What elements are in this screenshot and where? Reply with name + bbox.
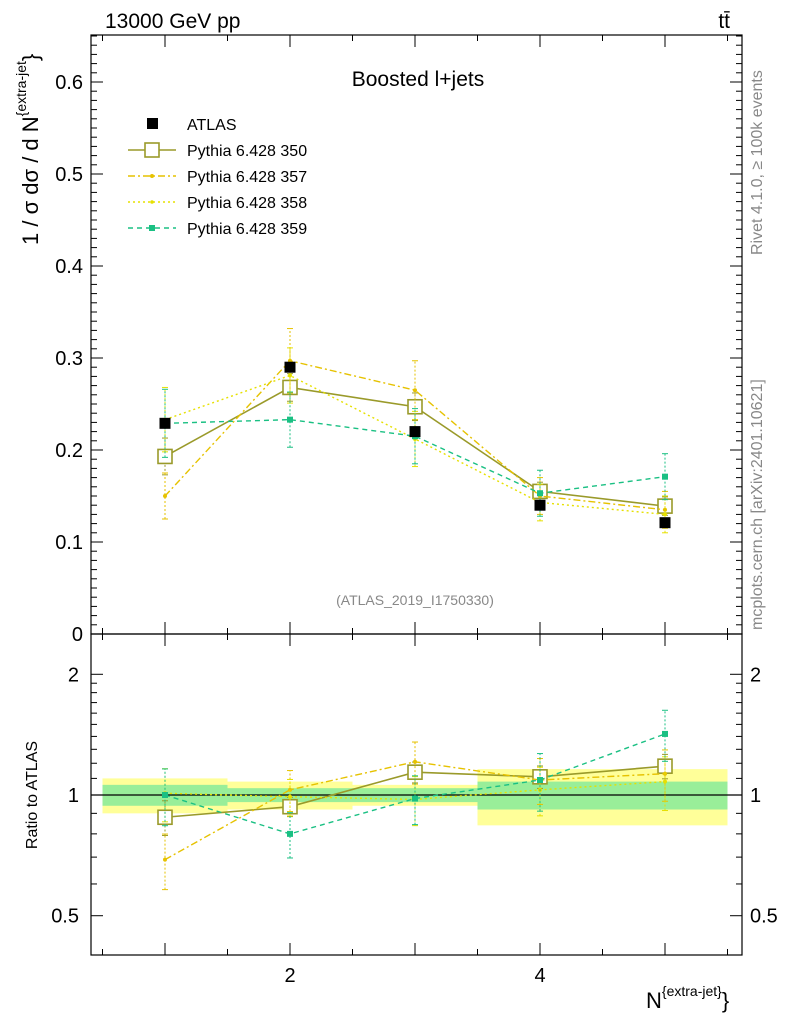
atlas-data-points <box>159 361 671 529</box>
analysis-watermark: (ATLAS_2019_I1750330) <box>336 592 494 608</box>
legend: ATLAS Pythia 6.428 350 Pythia 6.428 357 … <box>128 117 307 238</box>
ratio-y-axis: 0.5 0.5 1 1 2 2 <box>51 664 778 927</box>
x-tick-label: 4 <box>534 965 545 987</box>
legend-359-marker <box>149 225 155 231</box>
main-y-tick-label: 0 <box>72 624 83 646</box>
atlas-point <box>409 426 421 438</box>
chart-title: Boosted l+jets <box>352 68 485 91</box>
main-y-label-sup: {extra-jet <box>13 61 29 116</box>
ratio-y-tick-label-right: 1 <box>750 785 761 807</box>
main-x-ticks <box>102 35 728 634</box>
main-series <box>157 328 673 534</box>
series-point-357 <box>663 507 667 512</box>
legend-359-label: Pythia 6.428 359 <box>187 221 307 238</box>
ratio-y-tick-label: 0.5 <box>51 906 79 928</box>
legend-357-label: Pythia 6.428 357 <box>187 169 307 186</box>
main-y-tick-label: 0.3 <box>55 348 83 370</box>
main-y-label: 1 / σ dσ / d N{extra-jet} <box>13 54 43 245</box>
header-right: tt̄ <box>718 10 730 33</box>
ratio-point-359 <box>412 795 418 802</box>
ratio-y-label: Ratio to ATLAS <box>24 741 41 849</box>
ratio-point-358 <box>288 794 292 799</box>
atlas-point <box>659 517 671 529</box>
series-point-357 <box>413 388 417 393</box>
ratio-y-tick-label-right: 2 <box>750 664 761 686</box>
main-y-axis: 0 0.1 0.2 0.3 0.4 0.5 0.6 <box>55 35 742 646</box>
ratio-point-359 <box>662 730 668 737</box>
main-y-tick-label: 0.1 <box>55 532 83 554</box>
series-point-358 <box>663 512 667 517</box>
main-y-label-close: } <box>18 54 43 61</box>
main-y-tick-label: 0.2 <box>55 440 83 462</box>
series-point-357 <box>163 494 167 498</box>
ratio-y-tick-label: 1 <box>68 785 79 807</box>
atlas-point <box>159 417 171 429</box>
x-label-sup: {extra-jet} <box>662 983 722 999</box>
mcplots-label: mcplots.cern.ch [arXiv:2401.10621] <box>749 379 766 630</box>
ratio-point-357 <box>288 787 292 792</box>
rivet-version-label: Rivet 4.1.0, ≥ 100k events <box>749 70 766 255</box>
ratio-point-357 <box>163 857 167 862</box>
ratio-series <box>157 709 673 891</box>
x-tick-label: 2 <box>284 965 295 987</box>
legend-358-marker <box>150 200 154 204</box>
series-point-358 <box>288 373 292 378</box>
series-point-359 <box>287 416 293 423</box>
legend-atlas-label: ATLAS <box>187 117 237 134</box>
x-label-text: N <box>646 988 662 1013</box>
series-line-357 <box>164 359 666 511</box>
x-label-close: } <box>722 988 729 1013</box>
legend-357-marker <box>150 174 154 178</box>
main-y-tick-label: 0.4 <box>55 256 83 278</box>
legend-350-label: Pythia 6.428 350 <box>187 143 307 160</box>
ratio-y-tick-label: 2 <box>68 664 79 686</box>
series-point-359 <box>537 490 543 497</box>
ratio-y-tick-label-right: 0.5 <box>750 906 778 928</box>
ratio-point-357 <box>413 759 417 764</box>
main-y-label-text: 1 / σ dσ / d N <box>18 116 43 245</box>
svg-text:N{extra-jet}}: N{extra-jet}} <box>646 983 729 1013</box>
atlas-point <box>284 361 296 373</box>
ratio-point-359 <box>287 830 293 837</box>
ratio-point-359 <box>537 776 543 783</box>
ratio-point-359 <box>162 792 168 798</box>
atlas-point <box>534 499 546 511</box>
header-left: 13000 GeV pp <box>105 10 240 33</box>
legend-atlas-marker <box>147 118 158 129</box>
legend-358-label: Pythia 6.428 358 <box>187 195 307 212</box>
main-y-tick-label: 0.5 <box>55 164 83 186</box>
series-point-359 <box>662 473 668 480</box>
legend-350-marker <box>144 142 160 158</box>
ratio-point-358 <box>663 779 667 784</box>
series-line-359 <box>164 418 666 494</box>
main-y-tick-label: 0.6 <box>55 72 83 94</box>
svg-text:1 / σ dσ / d N{extra-jet}: 1 / σ dσ / d N{extra-jet} <box>13 54 43 245</box>
